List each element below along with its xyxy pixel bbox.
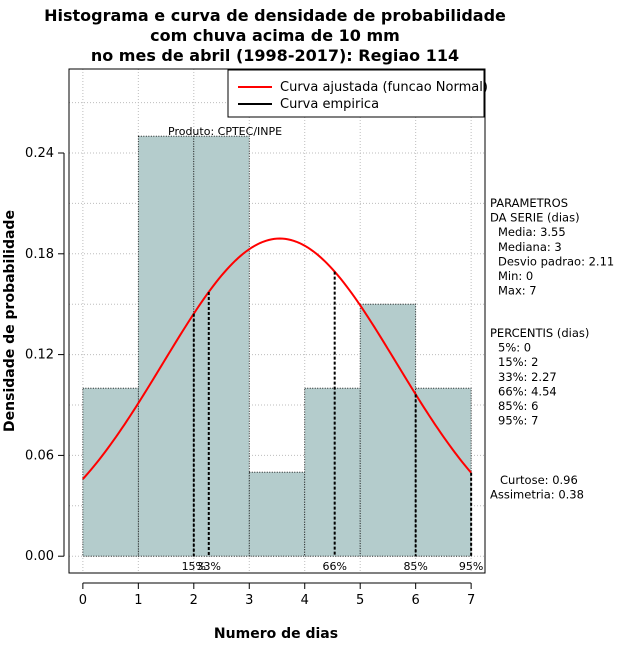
percentis-line: PERCENTIS (dias) [490,326,589,340]
x-tick-label: 3 [245,593,253,608]
shape-stat-line: Curtose: 0.96 [500,473,578,487]
percentile-marker-label: 66% [322,560,346,573]
percentis-line: 95%: 7 [498,414,538,428]
parametros-line: Min: 0 [498,269,533,283]
legend-box [227,69,485,118]
percentis-line: 15%: 2 [498,355,538,369]
chart-title: Histograma e curva de densidade de proba… [44,6,506,65]
histogram-bar [248,471,306,557]
parametros-line: Desvio padrao: 2.11 [498,254,614,268]
percentile-marker-label: 15% [182,560,206,573]
fitted-curve [82,237,472,480]
x-tick-label: 7 [467,593,475,608]
y-tick-label: 0.24 [25,146,54,161]
legend-label-empirical: Curva empirica [280,97,379,112]
histogram-bars [82,135,472,557]
shape-stat-line: Assimetria: 0.38 [490,488,584,502]
percentis-line: 5%: 0 [498,341,531,355]
histogram-bar [304,387,361,557]
fitted-normal-curve [82,237,472,480]
title-line-3: no mes de abril (1998-2017): Regiao 114 [91,46,459,65]
axes: 0 1 2 3 4 5 6 7 0.00 0.06 0.12 0.18 0.24 [25,146,475,608]
title-line-1: Histograma e curva de densidade de proba… [44,6,506,25]
y-axis-title: Densidade de probabilidade [2,210,18,432]
y-tick-label: 0.06 [25,448,54,463]
parametros-line: DA SERIE (dias) [490,211,580,225]
parametros-line: Mediana: 3 [498,240,562,254]
percentis-line: 66%: 4.54 [498,384,557,398]
percentis-block: PERCENTIS (dias)5%: 015%: 233%: 2.2766%:… [490,326,589,428]
y-tick-label: 0.12 [25,348,54,363]
x-tick-label: 5 [356,593,364,608]
x-tick-label: 2 [190,593,198,608]
parametros-line: PARAMETROS [490,196,568,210]
percentile-marker-label: 95% [459,560,483,573]
x-tick-label: 4 [301,593,309,608]
histogram-bar [359,303,417,557]
x-tick-label: 1 [134,593,142,608]
legend: Curva ajustada (funcao Normal) Curva emp… [227,69,488,118]
legend-label-fitted: Curva ajustada (funcao Normal) [280,80,488,95]
y-tick-label: 0.00 [25,549,54,564]
histogram-bar [82,387,139,557]
percentis-line: 33%: 2.27 [498,370,557,384]
percentis-line: 85%: 6 [498,399,538,413]
plot-frame [68,68,486,574]
histogram-bar [193,135,250,557]
histogram-bar [415,387,472,557]
x-tick-label: 0 [79,593,87,608]
histogram-bar [137,135,195,557]
percentile-markers: 15%33% 66% 85% 95% [182,271,483,573]
y-tick-label: 0.18 [25,247,54,262]
product-label: Produto: CPTEC/INPE [168,125,282,138]
percentile-marker-label: 85% [403,560,427,573]
parametros-line: Max: 7 [498,284,537,298]
x-tick-label: 6 [412,593,420,608]
title-line-2: com chuva acima de 10 mm [150,26,400,45]
percentile-marker-label: 33% [197,560,221,573]
parametros-line: Media: 3.55 [498,225,566,239]
x-axis-title: Numero de dias [214,626,338,642]
